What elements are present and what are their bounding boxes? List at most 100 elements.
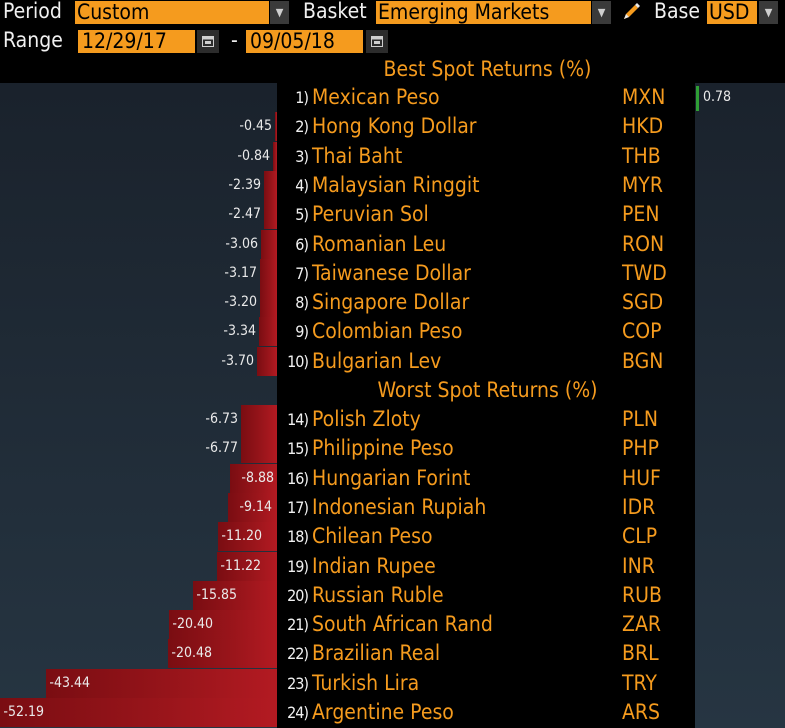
negative-return-bar: [168, 639, 277, 669]
currency-name[interactable]: South African Rand: [312, 612, 493, 637]
range-bar: Range 12/29/17 - 09/05/18: [0, 27, 785, 54]
start-calendar-icon[interactable]: [197, 30, 219, 53]
currency-name[interactable]: Philippine Peso: [312, 436, 454, 461]
currency-name[interactable]: Malaysian Ringgit: [312, 172, 480, 197]
currency-name[interactable]: Indonesian Rupiah: [312, 494, 487, 519]
currency-name[interactable]: Argentine Peso: [312, 700, 454, 724]
currency-code: PHP: [622, 436, 659, 461]
return-value: -20.48: [171, 645, 212, 662]
rank-number: 14): [287, 410, 309, 429]
list-item[interactable]: -3.70 10) Bulgarian Lev BGN: [0, 346, 785, 376]
currency-name[interactable]: Peruvian Sol: [312, 202, 429, 227]
list-item[interactable]: -3.17 7) Taiwanese Dollar TWD: [0, 258, 785, 288]
currency-code: MYR: [622, 172, 663, 197]
currency-name[interactable]: Hong Kong Dollar: [312, 114, 477, 139]
currency-name[interactable]: Russian Ruble: [312, 582, 444, 607]
currency-code: HUF: [622, 465, 661, 490]
currency-name[interactable]: Taiwanese Dollar: [312, 260, 471, 285]
list-item[interactable]: -2.47 5) Peruvian Sol PEN: [0, 200, 785, 230]
return-value: -52.19: [3, 704, 44, 720]
return-value: -3.17: [224, 264, 257, 281]
toolbar: Period Custom ▼ Basket Emerging Markets …: [0, 0, 785, 25]
negative-return-bar: [230, 463, 277, 493]
rank-number: 24): [287, 703, 309, 722]
rank-number: 16): [287, 468, 309, 488]
currency-name[interactable]: Indian Rupee: [312, 553, 436, 578]
list-item[interactable]: -8.88 16) Hungarian Forint HUF: [0, 463, 785, 493]
currency-name[interactable]: Chilean Peso: [312, 524, 433, 549]
list-item[interactable]: -20.48 22) Brazilian Real BRL: [0, 639, 785, 669]
return-value: -11.22: [220, 557, 261, 574]
currency-name[interactable]: Turkish Lira: [312, 670, 420, 695]
return-value: -3.34: [223, 323, 256, 340]
currency-name[interactable]: Bulgarian Lev: [312, 348, 442, 373]
currency-name[interactable]: Brazilian Real: [312, 641, 441, 666]
currency-code: HKD: [622, 114, 664, 139]
basket-dropdown[interactable]: Emerging Markets: [376, 1, 591, 24]
list-item[interactable]: -9.14 17) Indonesian Rupiah IDR: [0, 492, 785, 522]
currency-name[interactable]: Polish Zloty: [312, 407, 421, 431]
rank-number: 5): [295, 205, 309, 225]
rank-number: 17): [287, 497, 309, 517]
currency-name[interactable]: Thai Baht: [312, 143, 403, 168]
list-item[interactable]: -0.45 2) Hong Kong Dollar HKD: [0, 112, 785, 142]
rank-number: 20): [287, 585, 309, 605]
end-calendar-icon[interactable]: [366, 30, 388, 53]
list-item[interactable]: -3.06 6) Romanian Leu RON: [0, 229, 785, 259]
return-value: -43.44: [49, 674, 90, 691]
rank-number: 23): [287, 673, 309, 693]
pencil-icon[interactable]: [620, 1, 642, 23]
basket-chevron-down-icon[interactable]: ▼: [592, 1, 611, 24]
list-item[interactable]: -11.20 18) Chilean Peso CLP: [0, 522, 785, 552]
negative-return-bar: [193, 580, 277, 610]
return-value: 0.78: [703, 89, 732, 105]
currency-code: THB: [622, 143, 661, 168]
end-date-field[interactable]: 09/05/18: [246, 30, 363, 53]
list-item[interactable]: -0.84 3) Thai Baht THB: [0, 141, 785, 171]
negative-return-bar: [241, 434, 277, 464]
list-item[interactable]: -6.73 14) Polish Zloty PLN: [0, 405, 785, 434]
rank-number: 9): [295, 322, 309, 342]
currency-code: PEN: [622, 202, 660, 227]
negative-return-bar: [218, 522, 277, 552]
worst-returns-header: Worst Spot Returns (%): [377, 378, 598, 402]
positive-return-bar: [696, 86, 699, 111]
period-dropdown[interactable]: Custom: [75, 1, 269, 24]
negative-return-bar: [46, 668, 277, 698]
base-label: Base: [654, 0, 701, 23]
negative-return-bar: [273, 141, 277, 171]
currency-code: INR: [622, 553, 655, 578]
return-value: -9.14: [239, 498, 272, 515]
list-item[interactable]: -6.77 15) Philippine Peso PHP: [0, 434, 785, 464]
period-chevron-down-icon[interactable]: ▼: [270, 1, 289, 24]
currency-name[interactable]: Romanian Leu: [312, 231, 447, 256]
base-chevron-down-icon[interactable]: ▼: [759, 1, 778, 24]
rank-number: 7): [295, 263, 309, 283]
list-item[interactable]: -3.34 9) Colombian Peso COP: [0, 317, 785, 347]
return-value: -15.85: [196, 586, 237, 603]
negative-return-bar: [261, 229, 277, 259]
list-item[interactable]: -43.44 23) Turkish Lira TRY: [0, 668, 785, 698]
list-item[interactable]: -3.20 8) Singapore Dollar SGD: [0, 288, 785, 318]
list-item[interactable]: -20.40 21) South African Rand ZAR: [0, 610, 785, 640]
currency-name[interactable]: Colombian Peso: [312, 319, 463, 344]
rank-number: 21): [287, 615, 309, 635]
return-value: -6.77: [205, 440, 238, 457]
list-item[interactable]: -11.22 19) Indian Rupee INR: [0, 551, 785, 581]
list-item[interactable]: -2.39 4) Malaysian Ringgit MYR: [0, 170, 785, 200]
return-value: -2.39: [228, 176, 261, 193]
start-date-field[interactable]: 12/29/17: [78, 30, 195, 53]
currency-code: PLN: [622, 407, 659, 431]
currency-code: BGN: [622, 348, 664, 373]
currency-name[interactable]: Hungarian Forint: [312, 465, 471, 490]
currency-name[interactable]: Singapore Dollar: [312, 290, 470, 315]
list-item[interactable]: 0.78 1) Mexican Peso MXN: [0, 83, 785, 112]
currency-code: BRL: [622, 641, 659, 666]
currency-code: MXN: [622, 85, 666, 109]
negative-return-bar: [241, 405, 277, 434]
currency-name[interactable]: Mexican Peso: [312, 85, 440, 109]
list-item[interactable]: -15.85 20) Russian Ruble RUB: [0, 580, 785, 610]
negative-return-bar: [259, 317, 277, 347]
list-item[interactable]: -52.19 24) Argentine Peso ARS: [0, 698, 785, 727]
base-currency-dropdown[interactable]: USD: [707, 1, 757, 24]
